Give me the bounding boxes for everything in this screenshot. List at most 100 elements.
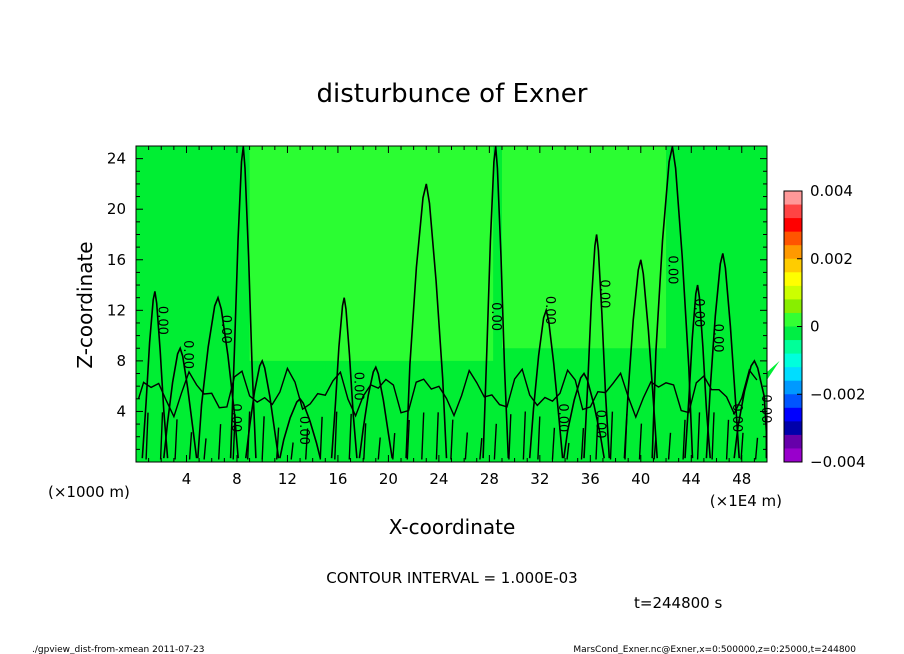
contour-label: 0.00 [218, 315, 233, 344]
contour-line [684, 284, 711, 459]
contour-line [580, 428, 585, 460]
x-unit-right: (×1E4 m) [710, 492, 782, 510]
x-tick-label: 44 [682, 470, 701, 488]
colorbar-segment [784, 218, 802, 233]
colorbar-segment [784, 421, 802, 436]
contour-label: 0.00 [488, 302, 503, 331]
contour-label: 0.00 [542, 296, 557, 325]
time-stamp: t=244800 s [634, 594, 722, 612]
contour-line [696, 412, 701, 460]
contour-line [229, 146, 257, 459]
contour-line [609, 411, 614, 460]
contour-label: 0.00 [228, 403, 243, 432]
colorbar-segment [784, 272, 802, 287]
contour-line [276, 427, 280, 460]
colorbar-ticks: 0.004 0.002 0 −0.002 −0.004 [797, 182, 866, 471]
contour-label: 0.00 [155, 306, 170, 335]
contour-line [188, 432, 193, 460]
contour-line [528, 307, 564, 459]
x-tick-label: 36 [581, 470, 600, 488]
colorbar-segment [784, 204, 802, 219]
contour-labels: 0.00 0.00 0.00 0.00 0.00 0.00 0.00 0.00 0.00 0.00… [155, 255, 773, 444]
contour-line [651, 146, 694, 459]
colorbar-segment [784, 245, 802, 260]
contour-line [421, 412, 425, 460]
x-tick-label: 48 [732, 470, 751, 488]
x-tick-label: 32 [530, 470, 549, 488]
contour-line [245, 358, 280, 459]
x-unit-left: (×1000 m) [48, 483, 130, 501]
x-tick-label: 40 [631, 470, 650, 488]
contour-line [482, 146, 510, 459]
x-tick-label: 8 [232, 470, 242, 488]
contour-line [435, 412, 439, 460]
colorbar-tick-label: −0.002 [810, 385, 866, 403]
x-tick-label: 16 [328, 470, 347, 488]
contour-line [464, 432, 468, 460]
y-axis-ticks: 4 8 12 16 20 24 [107, 150, 767, 450]
plot-area: 0.00 0.00 0.00 0.00 0.00 0.00 0.00 0.00 0.00 0.00… [135, 145, 780, 463]
colorbar-tick-label: 0.004 [810, 182, 853, 200]
contour-label: 0.00 [350, 372, 365, 401]
field-positive-region [249, 146, 494, 361]
contour-line [450, 419, 454, 460]
contour-line [330, 297, 358, 459]
contour-line [358, 365, 393, 459]
y-tick-label: 20 [107, 200, 126, 218]
colorbar-segment [784, 380, 802, 395]
contour-label: 0.00 [691, 298, 706, 327]
colorbar-tick-label: 0.002 [810, 250, 853, 268]
contour-line [174, 419, 178, 460]
x-tick-label: 20 [379, 470, 398, 488]
contour-line [711, 412, 715, 460]
contour-line [232, 414, 236, 460]
contour-line [493, 423, 497, 460]
colorbar-tick-label: −0.004 [810, 453, 866, 471]
contour-line [319, 416, 323, 460]
colorbar-segment [784, 353, 802, 368]
footer-left: ./gpview_dist-from-xmean 2011-07-23 [32, 645, 204, 654]
colorbar-segment [784, 340, 802, 355]
contour-line [479, 438, 483, 460]
contour-line [754, 437, 759, 460]
colorbar-segment [784, 326, 802, 341]
x-tick-label: 24 [429, 470, 448, 488]
contour-line [163, 345, 198, 459]
colorbar-segment [784, 434, 802, 449]
contour-line [261, 416, 265, 460]
y-tick-label: 16 [107, 251, 126, 269]
footer-right: MarsCond_Exner.nc@Exner,x=0:500000,z=0:2… [573, 645, 856, 654]
contour-line [733, 359, 768, 459]
colorbar-segment [784, 312, 802, 327]
contour-label: 0.00 [180, 340, 195, 369]
contour-line [682, 419, 686, 460]
contour-line [348, 413, 352, 460]
x-tick-label: 12 [278, 470, 297, 488]
contour-line [725, 419, 730, 460]
contour-line [305, 428, 309, 460]
contour-line [290, 442, 294, 460]
contour-line [334, 411, 338, 460]
contour-line [563, 372, 605, 459]
contour-line [247, 411, 251, 460]
contour-line [508, 414, 512, 460]
contour-label: 0.00 [665, 255, 680, 284]
colorbar-segment [784, 407, 802, 422]
x-tick-label: 28 [480, 470, 499, 488]
contour-line [392, 433, 396, 460]
contour-line [203, 438, 207, 460]
contour-label: 0.00 [729, 403, 744, 432]
contour-line [137, 366, 758, 420]
colorbar-segment [784, 191, 802, 206]
contour-line [705, 253, 740, 459]
colorbar-segment [784, 394, 802, 409]
contour-label: 0.00 [758, 394, 773, 423]
contour-line [623, 259, 658, 459]
chart-title: disturbunce of Exner [317, 79, 588, 109]
contour-label: 0.00 [593, 410, 608, 439]
contour-label: 0.00 [596, 279, 611, 308]
x-axis-ticks: 4 8 12 16 20 24 28 32 36 40 44 48 [148, 146, 755, 488]
y-tick-label: 12 [107, 301, 126, 319]
contour-label: 0.00 [710, 324, 725, 353]
